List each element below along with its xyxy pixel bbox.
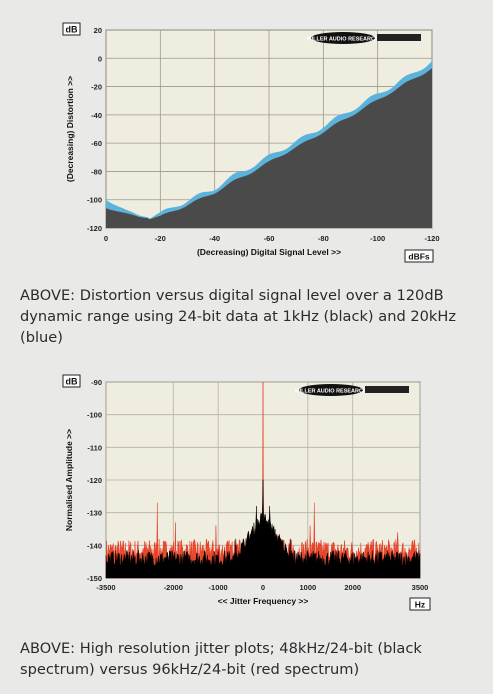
distortion-x-axis-label: (Decreasing) Digital Signal Level >>: [197, 247, 341, 257]
distortion-logo: MILLER AUDIO RESEARCH: [307, 32, 421, 44]
jitter-chart: MILLER AUDIO RESEARCH dB Hz -90 -100 -110 -12…: [62, 374, 431, 611]
jitter-logo-oval: [299, 384, 363, 396]
jitter-y-tick-label: -120: [87, 476, 102, 485]
distortion-logo-oval: [311, 32, 375, 44]
distortion-x-tick-label: -100: [370, 234, 385, 243]
jitter-x-tick-label: 1000: [300, 583, 317, 592]
jitter-x-axis-label: << Jitter Frequency >>: [218, 596, 309, 606]
jitter-x-tick-label: -1000: [209, 583, 228, 592]
jitter-y-unit-box: [62, 374, 81, 388]
distortion-x-unit-box: [404, 249, 434, 263]
jitter-y-tick-label: -90: [91, 378, 102, 387]
distortion-x-tick-label: -120: [424, 234, 439, 243]
distortion-y-tick-label: -80: [91, 167, 102, 176]
distortion-x-tick-label: -80: [318, 234, 329, 243]
jitter-x-tick-label: 3500: [412, 583, 429, 592]
jitter-y-unit: dB: [66, 377, 78, 387]
distortion-y-tick-label: 0: [98, 54, 102, 63]
jitter-y-tick-label: -100: [87, 411, 102, 420]
jitter-y-tick-label: -140: [87, 541, 102, 550]
distortion-caption: ABOVE: Distortion versus digital signal …: [20, 287, 457, 346]
jitter-x-unit-box: [409, 597, 431, 611]
jitter-logo: MILLER AUDIO RESEARCH: [295, 384, 409, 396]
distortion-chart: MILLER AUDIO RESEARCH dBdBFs200-20-40-60…: [62, 22, 440, 263]
jitter-axes: dB Hz -90 -100 -110 -120 -130 -140 -150-3500 -200…: [62, 374, 431, 611]
jitter-x-tick-label: -3500: [96, 583, 115, 592]
jitter-y-tick-label: -130: [87, 509, 102, 518]
distortion-logo-text: MILLER AUDIO RESEARCH: [307, 37, 379, 43]
distortion-y-tick-label: -120: [87, 224, 102, 233]
distortion-logo-bar: [377, 34, 421, 41]
jitter-spectrum-series-1: [105, 479, 421, 579]
distortion-x-unit: dBFs: [408, 252, 430, 262]
jitter-y-tick-label: -110: [87, 443, 102, 452]
distortion-y-tick-label: -20: [91, 83, 102, 92]
distortion-y-tick-label: -100: [87, 196, 102, 205]
jitter-x-tick-label: -2000: [164, 583, 183, 592]
distortion-y-unit-box: [62, 22, 81, 36]
distortion-x-tick-label: -20: [155, 234, 166, 243]
distortion-y-tick-label: 20: [94, 26, 102, 35]
jitter-logo-bar: [365, 386, 409, 393]
distortion-y-axis-label: (Decreasing) Distortion >>: [65, 76, 75, 182]
jitter-caption: ABOVE: High resolution jitter plots; 48k…: [20, 640, 422, 678]
distortion-x-tick-label: 0: [104, 234, 108, 243]
jitter-y-tick-label: -150: [87, 574, 102, 583]
distortion-y-unit: dB: [66, 25, 78, 35]
distortion-area-series-1: [106, 68, 432, 228]
distortion-y-tick-label: -60: [91, 139, 102, 148]
distortion-plot-area: MILLER AUDIO RESEARCH: [105, 29, 433, 229]
jitter-plot-area: MILLER AUDIO RESEARCH: [105, 381, 421, 579]
distortion-y-tick-label: -40: [91, 111, 102, 120]
distortion-x-tick-label: -60: [264, 234, 275, 243]
jitter-x-tick-label: 2000: [344, 583, 361, 592]
distortion-x-tick-label: -40: [209, 234, 220, 243]
jitter-logo-text: MILLER AUDIO RESEARCH: [295, 389, 367, 395]
jitter-x-tick-label: 0: [261, 583, 265, 592]
jitter-y-axis-label: Normalised Amplitude >>: [64, 429, 74, 531]
jitter-x-unit: Hz: [415, 600, 425, 610]
